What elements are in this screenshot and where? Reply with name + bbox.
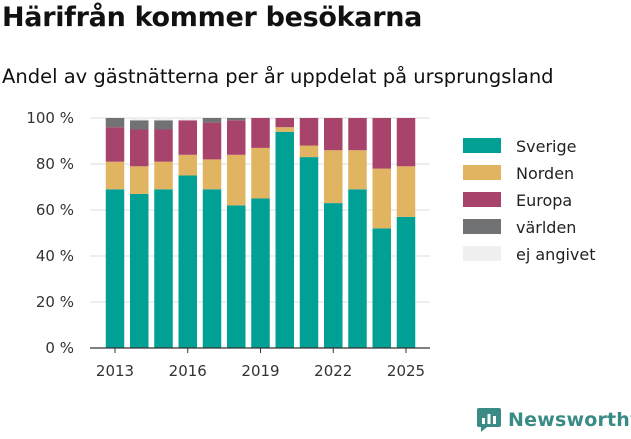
bar-segment	[178, 175, 197, 348]
bar-segment	[105, 161, 125, 190]
bar-segment	[154, 189, 173, 348]
legend-label: världen	[516, 218, 576, 237]
legend-swatch	[463, 219, 501, 234]
bar-segment	[372, 168, 391, 229]
bar-segment	[324, 118, 343, 151]
bar-segment	[372, 118, 391, 169]
bar-segment	[396, 118, 416, 167]
x-tick-label: 2013	[96, 362, 134, 380]
bar-segment	[324, 150, 343, 204]
legend-label: Norden	[516, 164, 574, 183]
newsworthy-logo: Newsworthy	[476, 406, 631, 434]
bar-segment	[372, 228, 391, 348]
bar-segment	[130, 193, 149, 348]
bar-segment	[105, 127, 125, 162]
legend-swatch	[463, 246, 501, 261]
bar-segment	[251, 198, 270, 348]
legend-label: Europa	[516, 191, 572, 210]
bar-segment	[227, 154, 246, 206]
y-tick-label: 60 %	[36, 201, 74, 219]
y-tick-label: 0 %	[45, 339, 74, 357]
bar-segment	[202, 159, 222, 190]
bar-segment	[130, 166, 149, 194]
x-tick-label: 2025	[387, 362, 425, 380]
bars	[105, 118, 416, 348]
y-tick-label: 80 %	[36, 155, 74, 173]
bar-segment	[299, 145, 319, 158]
bar-segment	[154, 129, 173, 162]
bar-segment	[275, 118, 294, 128]
brand-name: Newsworthy	[508, 409, 631, 431]
bar-segment	[178, 118, 197, 121]
bar-segment	[251, 118, 270, 148]
y-tick-label: 40 %	[36, 247, 74, 265]
bar-segment	[178, 154, 197, 176]
bar-segment	[227, 120, 246, 155]
bar-segment	[202, 122, 222, 160]
bar-segment	[299, 118, 319, 146]
bar-segment	[202, 118, 222, 123]
bar-segment	[154, 120, 173, 130]
x-tick-label: 2016	[169, 362, 207, 380]
bar-segment	[348, 118, 367, 151]
bar-segment	[154, 118, 173, 121]
legend-swatch	[463, 192, 501, 207]
chart-subtitle: Andel av gästnätterna per år uppdelat på…	[2, 65, 554, 88]
bar-segment	[130, 118, 149, 121]
bar-segment	[130, 129, 149, 167]
bar-segment	[227, 118, 246, 121]
newsworthy-logo-icon	[477, 408, 501, 432]
bar-segment	[105, 189, 125, 348]
bar-segment	[178, 120, 197, 155]
x-tick-label: 2019	[241, 362, 279, 380]
bar-segment	[275, 127, 294, 132]
bar-segment	[154, 161, 173, 190]
bar-segment	[324, 203, 343, 348]
y-tick-label: 100 %	[26, 109, 74, 127]
chart-title: Härifrån kommer besökarna	[2, 2, 423, 33]
bar-segment	[396, 216, 416, 348]
legend-swatch	[463, 165, 501, 180]
bar-segment	[130, 120, 149, 130]
bar-segment	[348, 150, 367, 190]
legend-label: Sverige	[516, 137, 577, 156]
bar-segment	[227, 205, 246, 348]
bar-segment	[105, 118, 125, 128]
axes: 0 % 20 % 40 % 60 % 80 % 100 % 2013 2016 2019 2022…	[26, 109, 430, 380]
bar-segment	[348, 189, 367, 348]
legend: Sverige Norden Europa världen ej angivet	[463, 137, 596, 264]
bar-segment	[299, 157, 319, 348]
y-tick-label: 20 %	[36, 293, 74, 311]
x-tick-label: 2022	[314, 362, 352, 380]
bar-segment	[251, 147, 270, 199]
legend-swatch	[463, 138, 501, 153]
bar-segment	[396, 166, 416, 217]
legend-label: ej angivet	[516, 245, 596, 264]
bar-segment	[202, 189, 222, 348]
bar-segment	[275, 131, 294, 348]
